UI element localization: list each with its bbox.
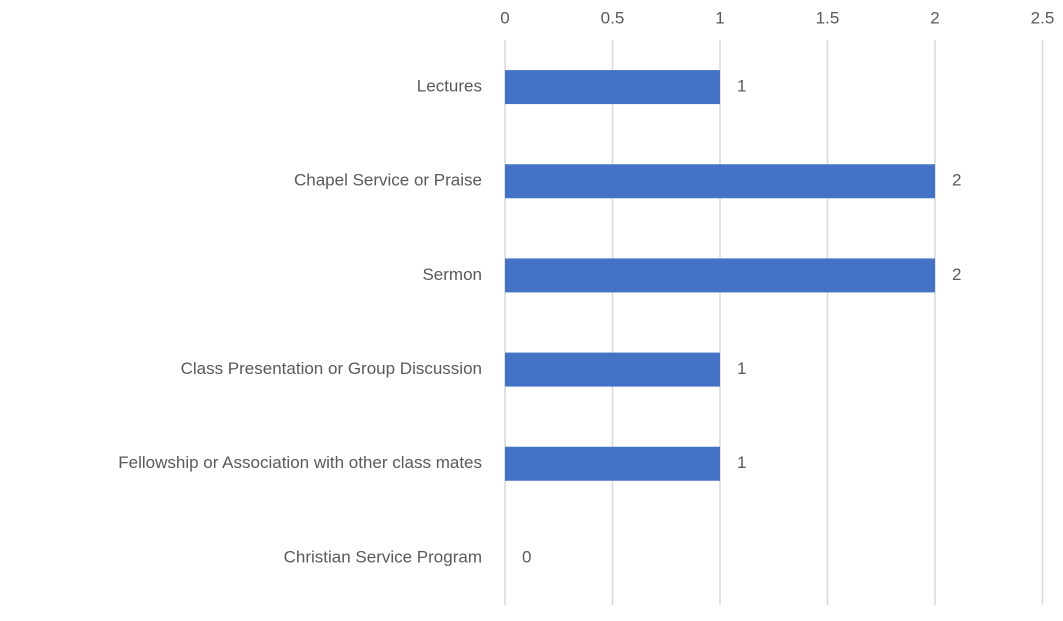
y-tick-label: Chapel Service or Praise — [294, 171, 482, 190]
x-tick-label: 1 — [715, 8, 724, 27]
x-tick-label: 2.5 — [1031, 8, 1055, 27]
bar — [505, 164, 935, 199]
bar — [505, 258, 935, 293]
data-label: 0 — [522, 547, 531, 566]
x-tick-label: 2 — [930, 8, 939, 27]
data-label: 1 — [737, 453, 746, 472]
y-tick-label: Sermon — [422, 265, 482, 284]
x-tick-label: 1.5 — [816, 8, 840, 27]
y-tick-label: Class Presentation or Group Discussion — [181, 359, 482, 378]
data-label: 2 — [952, 171, 961, 190]
x-tick-label: 0 — [500, 8, 509, 27]
bar — [505, 446, 720, 481]
x-tick-label: 0.5 — [601, 8, 625, 27]
data-label: 2 — [952, 265, 961, 284]
y-tick-label: Lectures — [417, 77, 482, 96]
data-label: 1 — [737, 77, 746, 96]
bar — [505, 70, 720, 105]
bar — [505, 352, 720, 387]
y-tick-label: Christian Service Program — [284, 547, 482, 566]
y-tick-label: Fellowship or Association with other cla… — [118, 453, 482, 472]
data-label: 1 — [737, 359, 746, 378]
